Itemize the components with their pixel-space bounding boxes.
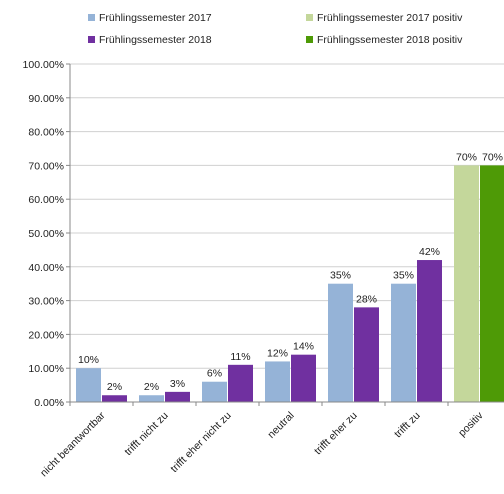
bars: 10% 2% 2% 3% 6% 11% 12% 14% 35% 28% 35% 42% 70% 70%	[76, 151, 504, 402]
y-tick-label: 0.00%	[34, 397, 64, 409]
bar	[228, 364, 253, 402]
data-label: 2%	[144, 381, 159, 393]
bar	[454, 165, 479, 402]
bar	[328, 283, 353, 402]
bar	[139, 395, 164, 402]
x-tick-label: trifft zu	[392, 410, 423, 441]
data-label: 70%	[456, 151, 477, 163]
y-tick-label: 70.00%	[28, 160, 64, 172]
data-label: 2%	[107, 381, 122, 393]
legend-swatch	[88, 14, 95, 21]
legend-label: Frühlingssemester 2017	[99, 12, 212, 24]
bar	[102, 395, 127, 402]
x-tick-label: trifft eher nicht zu	[168, 410, 233, 475]
gridlines	[70, 63, 504, 403]
bar	[76, 368, 101, 402]
x-tick-label: trifft nicht zu	[122, 410, 170, 458]
legend-swatch	[306, 36, 313, 43]
x-tick-label: trifft eher zu	[312, 410, 360, 458]
y-tick-label: 80.00%	[28, 127, 64, 139]
data-label: 70%	[482, 151, 503, 163]
bar	[165, 391, 190, 402]
y-tick-label: 60.00%	[28, 194, 64, 206]
bar	[291, 354, 316, 402]
bar	[354, 307, 379, 402]
data-label: 35%	[393, 270, 414, 282]
x-tick-label: positiv	[456, 409, 486, 439]
legend-label: Frühlingssemester 2018	[99, 34, 212, 46]
data-label: 42%	[419, 246, 440, 258]
bar	[265, 361, 290, 402]
data-label: 3%	[170, 378, 185, 390]
data-label: 28%	[356, 293, 377, 305]
bar	[417, 260, 442, 402]
y-tick-label: 90.00%	[28, 93, 64, 105]
data-label: 10%	[78, 354, 99, 366]
y-tick-label: 50.00%	[28, 228, 64, 240]
bar	[480, 165, 504, 402]
bar	[391, 283, 416, 402]
legend-label: Frühlingssemester 2017 positiv	[317, 12, 463, 24]
bar	[202, 381, 227, 402]
legend: Frühlingssemester 2017 Frühlingssemester …	[88, 12, 463, 46]
y-tick-label: 10.00%	[28, 363, 64, 375]
data-label: 11%	[230, 351, 250, 363]
legend-label: Frühlingssemester 2018 positiv	[317, 34, 463, 46]
data-label: 12%	[267, 347, 288, 359]
y-tick-label: 100.00%	[23, 59, 64, 71]
legend-swatch	[306, 14, 313, 21]
data-label: 14%	[293, 341, 314, 353]
legend-swatch	[88, 36, 95, 43]
x-axis: nicht beantwortbar trifft nicht zutrifft …	[38, 401, 504, 479]
x-tick-label: neutral	[265, 410, 296, 441]
y-tick-label: 30.00%	[28, 296, 64, 308]
y-tick-label: 40.00%	[28, 262, 64, 274]
x-tick-label: nicht beantwortbar	[38, 409, 108, 479]
y-axis: 0.00% 10.00% 20.00% 30.00% 40.00% 50.00% 60.00…	[23, 59, 71, 409]
y-tick-label: 20.00%	[28, 329, 64, 341]
data-label: 35%	[330, 270, 351, 282]
data-label: 6%	[207, 368, 222, 380]
